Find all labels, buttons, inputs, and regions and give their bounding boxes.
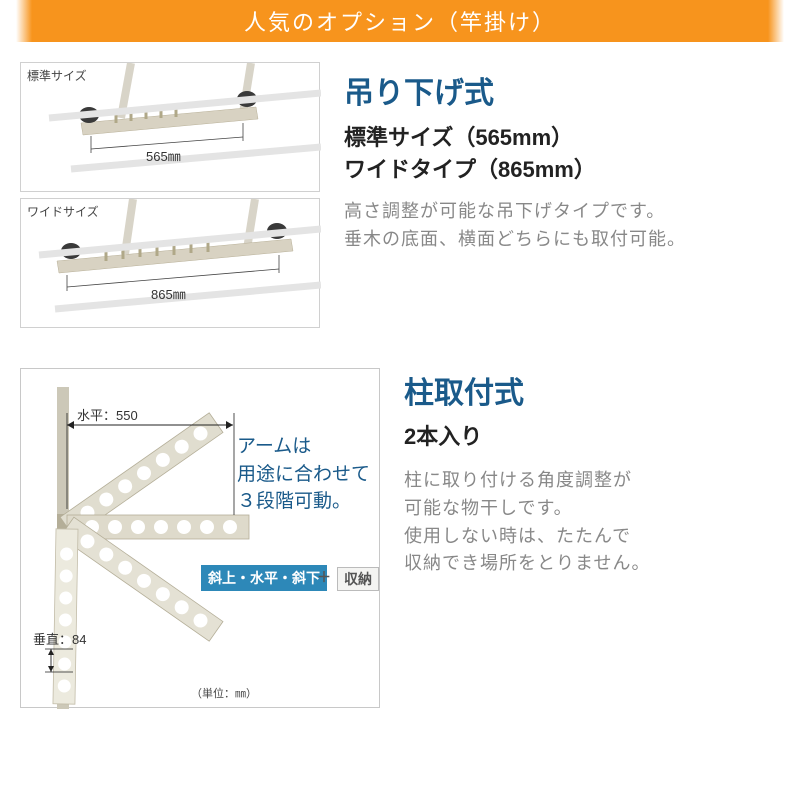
image-standard-size: 標準サイズ xyxy=(20,62,320,192)
image-label-wide: ワイドサイズ xyxy=(27,203,99,220)
svg-text:565㎜: 565㎜ xyxy=(146,149,181,164)
section-header: 人気のオプション（竿掛け） xyxy=(0,0,800,42)
image-wide-size: ワイドサイズ 865㎜ xyxy=(20,198,320,328)
image-label-standard: 標準サイズ xyxy=(27,67,87,84)
note-line: 用途に合わせて xyxy=(237,464,370,485)
desc-line: 高さ調整が可能な吊下げタイプです。 xyxy=(344,201,665,221)
desc-line: 収納でき場所をとりません。 xyxy=(404,553,650,573)
sub-line: 標準サイズ（565mm） xyxy=(344,125,573,150)
image-column: 標準サイズ xyxy=(20,62,320,328)
desc-line: 垂木の底面、横面どちらにも取付可能。 xyxy=(344,229,686,249)
section-hanging-type: 標準サイズ xyxy=(0,42,800,328)
section-header-title: 人気のオプション（竿掛け） xyxy=(244,5,556,37)
vert-dim-label: 垂直：84 xyxy=(33,629,86,648)
subtitle-hanging: 標準サイズ（565mm） ワイドタイプ（865mm） xyxy=(344,122,780,186)
unit-label: （単位：㎜） xyxy=(191,685,257,701)
note-line: アームは xyxy=(237,436,311,457)
svg-text:865㎜: 865㎜ xyxy=(151,287,186,302)
diagram-column-mount: 水平：550 垂直：84 アームは 用途に合わせて ３段階可動。 斜上・水平・斜… xyxy=(20,368,380,708)
desc-hanging: 高さ調整が可能な吊下げタイプです。 垂木の底面、横面どちらにも取付可能。 xyxy=(344,198,780,254)
badge-angles: 斜上・水平・斜下 xyxy=(201,565,327,591)
subtitle-column-mount: 2本入り xyxy=(404,422,780,453)
badge-plus: ＋ xyxy=(317,567,331,587)
desc-column-mount: 柱に取り付ける角度調整が 可能な物干しです。 使用しない時は、たたんで 収納でき… xyxy=(404,467,780,579)
badge-storage: 収納 xyxy=(337,567,379,591)
horiz-dim-label: 水平：550 xyxy=(77,405,138,424)
desc-line: 柱に取り付ける角度調整が xyxy=(404,470,632,490)
note-line: ３段階可動。 xyxy=(237,491,351,512)
text-column-mount: 柱取付式 2本入り 柱に取り付ける角度調整が 可能な物干しです。 使用しない時は… xyxy=(404,368,780,708)
arm-diagram-svg xyxy=(21,369,381,709)
title-hanging-type: 吊り下げ式 xyxy=(344,68,780,112)
diagram-note: アームは 用途に合わせて ３段階可動。 xyxy=(237,433,370,516)
desc-line: 使用しない時は、たたんで xyxy=(404,526,631,546)
desc-line: 可能な物干しです。 xyxy=(404,498,573,518)
text-column-hanging: 吊り下げ式 標準サイズ（565mm） ワイドタイプ（865mm） 高さ調整が可能… xyxy=(344,62,780,328)
sub-line: ワイドタイプ（865mm） xyxy=(344,157,596,182)
title-column-mount: 柱取付式 xyxy=(404,368,780,412)
section-column-mount: 水平：550 垂直：84 アームは 用途に合わせて ３段階可動。 斜上・水平・斜… xyxy=(0,328,800,708)
